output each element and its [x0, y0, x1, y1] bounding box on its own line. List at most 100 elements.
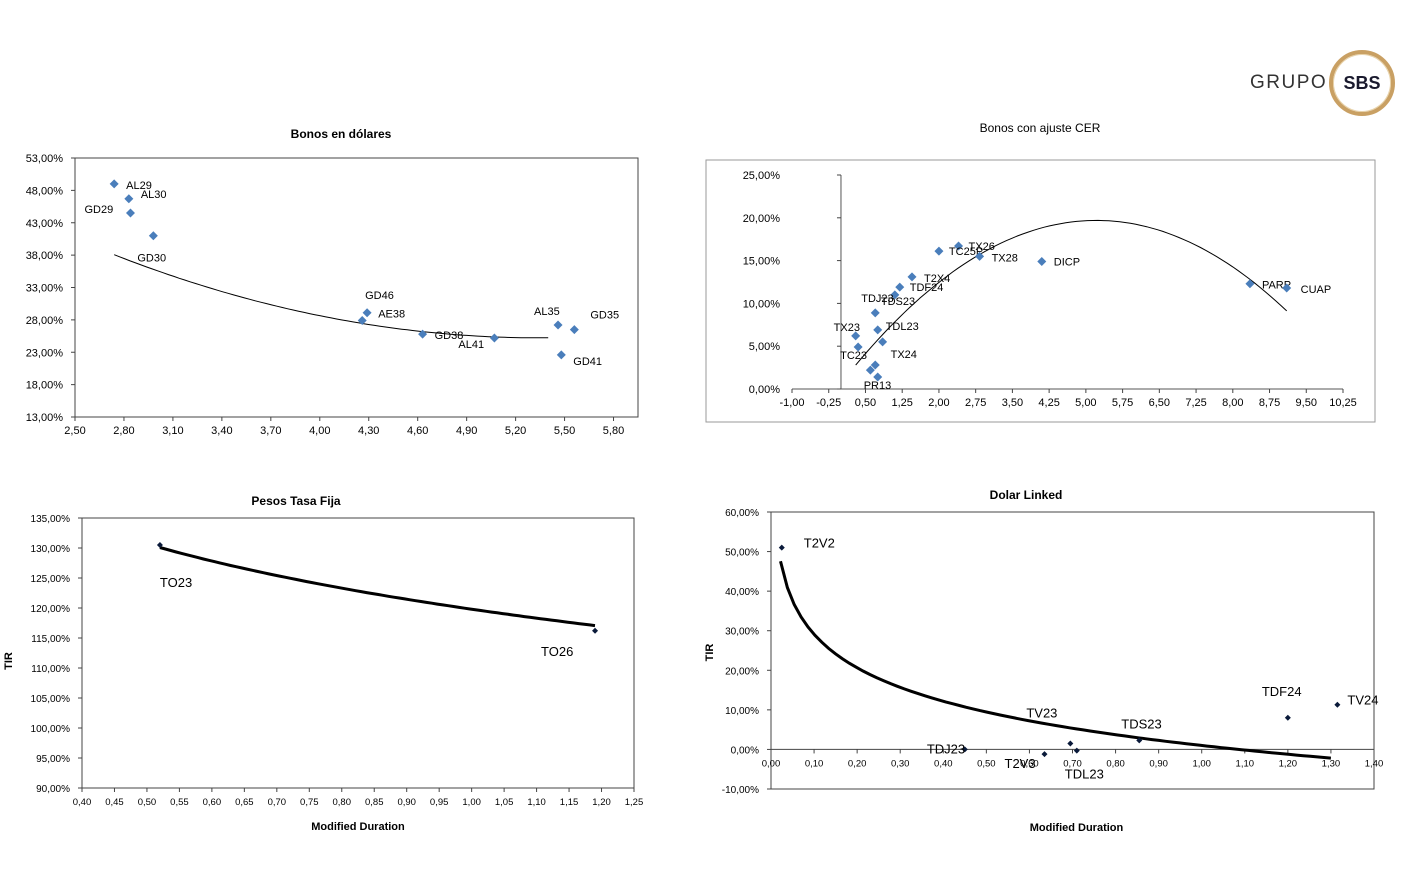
y-tick-label: 13,00%	[26, 412, 64, 424]
y-tick-label: 95,00%	[36, 754, 70, 765]
data-label: TO23	[160, 575, 192, 590]
grupo-sbs-logo: GRUPO SBS	[1245, 48, 1400, 120]
y-tick-label: 50,00%	[725, 548, 759, 559]
x-tick-label: 9,50	[1296, 397, 1317, 409]
data-point	[873, 372, 883, 382]
x-tick-label: 2,75	[965, 397, 986, 409]
data-point	[934, 246, 944, 256]
chart-pesos-tasa-fija: Pesos Tasa Fija 0,40 0,45 0,50 0,55 0,60 0,65 0…	[3, 494, 643, 833]
data-label: TC25P	[949, 246, 983, 258]
chart-title: Dolar Linked	[990, 488, 1063, 502]
data-point	[1073, 747, 1080, 754]
x-tick-label: 1,20	[592, 797, 611, 808]
y-axis-label: TIR	[3, 652, 15, 670]
data-label: TDF24	[910, 282, 944, 294]
x-tick-label: 0,60	[1020, 758, 1039, 769]
x-tick-label: 5,75	[1112, 397, 1133, 409]
y-tick-label: 20,00%	[725, 666, 759, 677]
data-point	[556, 350, 566, 360]
x-tick-label: 3,10	[162, 425, 183, 437]
data-label: GD41	[573, 356, 602, 368]
trend-line	[114, 254, 549, 339]
x-tick-label: 2,80	[113, 425, 134, 437]
y-tick-label: 18,00%	[26, 380, 64, 392]
y-tick-label: 33,00%	[26, 283, 64, 295]
chart-dolar-linked: Dolar Linked 0,00 0,10 0,20 0,30 0,40 0,50 0,60…	[704, 488, 1383, 834]
x-tick-label: 0,65	[235, 797, 254, 808]
data-label: GD46	[365, 290, 394, 302]
y-tick-label: 125,00%	[31, 574, 71, 585]
data-label: T2X4	[924, 273, 950, 285]
x-tick-label: 0,40	[934, 758, 953, 769]
x-tick-label: 4,90	[456, 425, 477, 437]
data-label: TC23	[840, 350, 867, 362]
y-tick-label: -10,00%	[722, 785, 759, 796]
data-label: TDJ23	[927, 741, 965, 756]
data-point	[1282, 283, 1292, 293]
x-tick-label: 0,60	[203, 797, 222, 808]
data-label: T2V3	[1005, 756, 1036, 771]
y-tick-label: 90,00%	[36, 784, 70, 795]
data-point	[553, 320, 563, 330]
data-point	[418, 329, 428, 339]
x-tick-label: 1,10	[1236, 758, 1255, 769]
data-label: TX24	[891, 349, 917, 361]
x-tick-label: 0,10	[805, 758, 824, 769]
data-point	[1067, 740, 1074, 747]
chart-title: Bonos en dólares	[291, 127, 392, 141]
data-point	[1245, 279, 1255, 289]
data-point	[778, 544, 785, 551]
x-tick-label: 8,75	[1259, 397, 1280, 409]
data-label: TX26	[969, 241, 995, 253]
x-tick-label: 3,50	[1002, 397, 1023, 409]
x-tick-label: -0,25	[816, 397, 841, 409]
data-point	[489, 333, 499, 343]
y-axis-label: TIR	[704, 644, 716, 662]
y-tick-label: 43,00%	[26, 218, 64, 230]
y-tick-label: 15,00%	[743, 256, 781, 268]
data-point	[592, 627, 599, 634]
x-tick-label: 0,80	[1106, 758, 1125, 769]
y-tick-label: 105,00%	[31, 694, 71, 705]
x-tick-label: 5,80	[603, 425, 624, 437]
x-axis-label: Modified Duration	[1030, 822, 1124, 834]
trend-line	[779, 560, 1332, 760]
sbs-ring-icon: SBS	[1329, 50, 1395, 116]
x-tick-label: 0,75	[300, 797, 319, 808]
data-label: CUAP	[1301, 284, 1332, 296]
data-point	[1041, 751, 1048, 758]
x-tick-label: 3,70	[260, 425, 281, 437]
x-tick-label: 0,85	[365, 797, 384, 808]
data-point	[124, 194, 134, 204]
data-label: TDL23	[886, 321, 919, 333]
x-tick-label: 5,00	[1075, 397, 1096, 409]
x-tick-label: 10,25	[1329, 397, 1357, 409]
data-point	[125, 208, 135, 218]
y-tick-label: 25,00%	[743, 170, 781, 182]
x-tick-label: 4,25	[1038, 397, 1059, 409]
y-tick-label: 23,00%	[26, 347, 64, 359]
data-point	[961, 746, 968, 753]
chart-title: Bonos con ajuste CER	[980, 121, 1101, 135]
data-point	[878, 337, 888, 347]
data-point	[109, 179, 119, 189]
data-point	[851, 331, 861, 341]
x-tick-label: 0,20	[848, 758, 867, 769]
x-tick-label: 0,50	[855, 397, 876, 409]
data-point	[1284, 714, 1291, 721]
x-tick-label: 0,90	[1149, 758, 1168, 769]
data-point	[148, 231, 158, 241]
x-tick-label: 0,50	[138, 797, 157, 808]
data-label: TDJ23	[861, 293, 893, 305]
y-tick-label: 130,00%	[31, 544, 71, 555]
x-tick-label: 1,25	[891, 397, 912, 409]
y-tick-label: 20,00%	[743, 213, 781, 225]
y-tick-label: 0,00%	[731, 745, 759, 756]
x-axis-label: Modified Duration	[311, 821, 405, 833]
x-tick-label: 0,55	[170, 797, 189, 808]
x-tick-label: 0,50	[977, 758, 996, 769]
x-tick-label: 3,40	[211, 425, 232, 437]
chart-title: Pesos Tasa Fija	[251, 494, 340, 508]
data-label: AL30	[141, 189, 167, 201]
